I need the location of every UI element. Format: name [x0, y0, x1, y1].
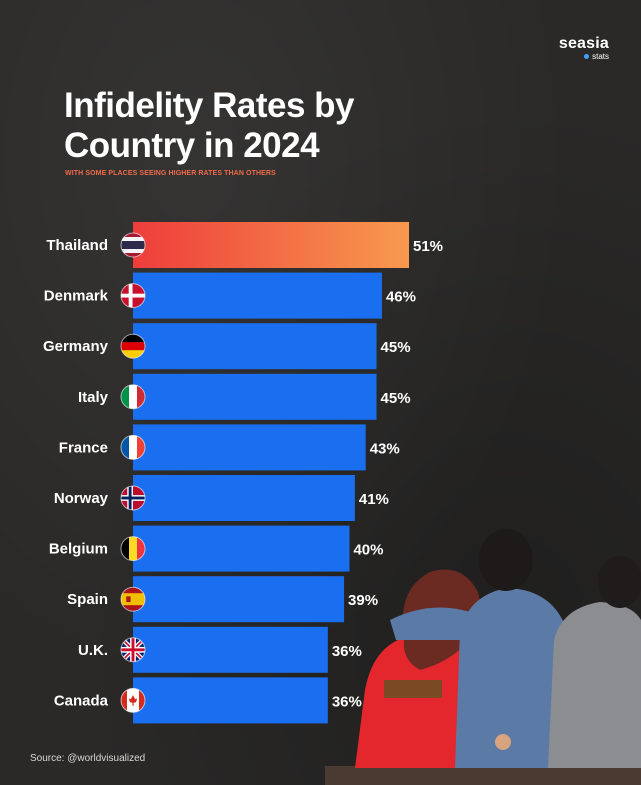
bar-spain	[133, 576, 345, 623]
value-label: 41%	[359, 491, 389, 508]
title-line-2: Country in 2024	[64, 126, 320, 165]
value-label: 45%	[381, 390, 411, 407]
man-shirt	[455, 588, 572, 768]
norway-flag-icon	[120, 485, 146, 511]
bar-germany	[133, 323, 377, 370]
category-label: Belgium	[49, 541, 108, 558]
bar-uk	[133, 626, 328, 673]
bar-norway	[133, 475, 355, 521]
chart-row: Belgium 40%	[49, 525, 384, 572]
chart-title: Infidelity Rates by Country in 2024	[64, 86, 355, 166]
value-label: 36%	[332, 643, 362, 660]
chart-row: Canada 36%	[54, 677, 362, 724]
germany-flag-icon	[120, 333, 146, 359]
second-man-shirt	[548, 602, 641, 768]
category-label: Canada	[54, 692, 109, 709]
brand-logo: seasia stats	[559, 36, 609, 61]
value-label: 43%	[370, 440, 400, 457]
bar-france	[133, 424, 366, 471]
category-label: Thailand	[46, 237, 108, 254]
value-label: 36%	[332, 693, 362, 710]
bar-thailand	[133, 222, 409, 268]
brand-name: seasia	[558, 35, 609, 52]
brand-sub-text: stats	[592, 52, 609, 61]
source-credit: Source: @worldvisualized	[30, 753, 146, 764]
category-label: Norway	[54, 490, 109, 507]
chart-row: Italy 45%	[78, 373, 411, 420]
thailand-flag-icon	[120, 232, 146, 258]
chart-row: Thailand 51%	[46, 222, 443, 268]
canada-flag-icon	[120, 687, 146, 713]
holding-hands	[495, 734, 511, 750]
value-label: 39%	[348, 592, 378, 609]
chart-row: Spain 39%	[67, 576, 378, 623]
category-label: Italy	[78, 389, 109, 406]
second-man-hair	[598, 556, 641, 608]
category-label: Denmark	[44, 288, 109, 305]
chart-subtitle: WITH SOME PLACES SEEING HIGHER RATES THA…	[65, 170, 276, 177]
category-label: France	[59, 439, 108, 456]
bench	[325, 766, 641, 785]
value-label: 40%	[353, 542, 383, 559]
value-label: 51%	[413, 238, 443, 255]
bar-denmark	[133, 272, 382, 319]
man-arm	[390, 607, 472, 640]
category-label: U.K.	[78, 642, 108, 659]
chart-row: Denmark 46%	[44, 272, 416, 319]
spain-flag-icon	[120, 586, 146, 612]
category-label: Spain	[67, 591, 108, 608]
bar-canada	[133, 677, 328, 724]
bar-italy	[133, 373, 377, 420]
chart-row: Norway 41%	[54, 475, 389, 521]
belgium-flag-icon	[120, 536, 146, 562]
denmark-flag-icon	[120, 283, 146, 309]
brand-dot-icon	[584, 54, 590, 60]
brand-sub: stats	[559, 53, 609, 61]
man-hair	[479, 529, 533, 591]
woman-belt	[384, 680, 442, 698]
title-line-1: Infidelity Rates by	[64, 86, 355, 125]
bar-belgium	[133, 525, 350, 572]
category-label: Germany	[43, 338, 109, 355]
uk-flag-icon	[120, 637, 146, 663]
chart-row: France 43%	[59, 424, 400, 471]
chart-row: Germany 45%	[43, 323, 411, 370]
value-label: 46%	[386, 289, 416, 306]
france-flag-icon	[120, 434, 146, 460]
value-label: 45%	[381, 339, 411, 356]
italy-flag-icon	[120, 384, 146, 410]
chart-row: U.K. 36%	[78, 626, 362, 673]
